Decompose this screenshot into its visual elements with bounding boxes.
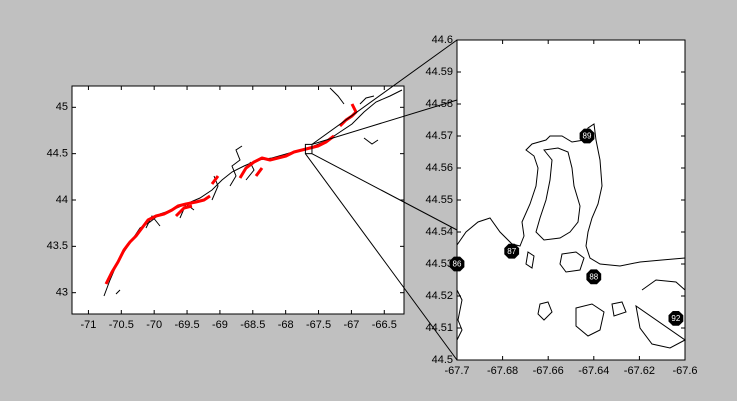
y-tick-label: 44.56 [425,162,453,174]
x-tick-label: -66.5 [372,319,397,331]
y-tick-label: 44.6 [432,34,453,46]
axes-left [71,85,405,315]
x-tick-label: -67 [343,319,359,331]
station-marker [579,128,595,144]
y-tick-label: 44 [56,194,68,206]
coast [525,251,535,269]
station-label: 87 [507,247,516,256]
coastline-right [456,123,686,349]
x-tick-label: -67.68 [487,365,518,377]
x-tick-label: -67.6 [672,365,697,377]
x-tick-label: -69.5 [175,319,200,331]
y-tick-label: 44.51 [425,322,453,334]
connector [311,99,458,145]
axes-right [456,39,686,361]
y-tick-label: 45 [56,101,68,113]
x-tick-label: -67.66 [533,365,564,377]
y-tick-label: 44.58 [425,98,453,110]
connector [304,153,458,361]
y-tick-label: 44.55 [425,194,453,206]
connector [311,39,458,145]
x-tick-label: -67.62 [624,365,655,377]
coast [537,301,553,321]
y-tick-label: 44.57 [425,130,453,142]
coast [456,289,463,341]
connector [311,153,458,231]
coast [535,147,581,241]
x-tick-label: -68 [278,319,294,331]
x-tick-label: -67.5 [306,319,331,331]
y-tick-label: 44.53 [425,258,453,270]
y-tick-label: 43 [56,287,68,299]
inset-box [304,143,313,155]
station-marker [586,269,602,285]
station-label: 88 [589,272,598,281]
station-label: 92 [671,314,680,323]
coast [611,301,627,317]
coast [575,303,605,337]
coast [456,123,686,267]
x-tick-label: -71 [80,319,96,331]
x-tick-label: -70 [146,319,162,331]
y-tick-label: 44.5 [432,354,453,366]
station-marker [504,243,520,259]
y-tick-label: 43.5 [47,240,68,252]
y-tick-label: 44.54 [425,226,453,238]
y-tick-label: 44.59 [425,66,453,78]
y-tick-label: 44.5 [47,148,68,160]
x-tick-label: -68.5 [240,319,265,331]
station-label: 89 [583,132,592,141]
x-tick-label: -67.64 [578,365,609,377]
station-marker [668,311,684,326]
x-tick-label: -70.5 [109,319,134,331]
station-marker [449,256,465,272]
y-tick-label: 44.52 [425,290,453,302]
station-label: 86 [453,260,462,269]
coast [559,251,585,273]
coast [635,279,686,349]
x-tick-label: -69 [212,319,228,331]
x-tick-label: -67.7 [444,365,469,377]
